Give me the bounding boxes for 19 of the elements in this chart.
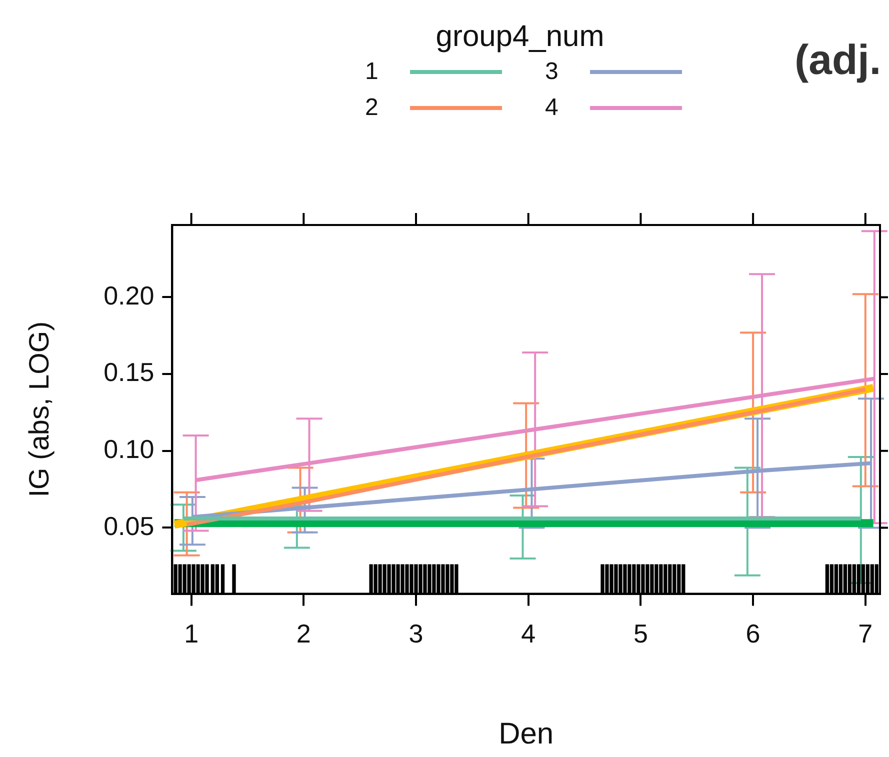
legend-label: 3 bbox=[545, 58, 560, 86]
x-axis-title: Den bbox=[498, 717, 554, 750]
x-tick-label: 2 bbox=[296, 618, 311, 649]
y-axis-title: IG (abs, LOG) bbox=[24, 321, 55, 498]
y-tick-label: 0.10 bbox=[104, 434, 154, 464]
y-tick-label: 0.20 bbox=[104, 280, 154, 310]
text: (adj. bbox=[794, 36, 881, 84]
x-tick-label: 7 bbox=[858, 618, 873, 649]
x-tick-label: 5 bbox=[633, 618, 648, 649]
legend-label: 1 bbox=[365, 58, 380, 86]
legend-label: 4 bbox=[545, 94, 560, 122]
x-tick-label: 3 bbox=[408, 618, 424, 649]
y-tick-label: 0.05 bbox=[104, 510, 154, 541]
y-tick-label: 0.15 bbox=[104, 357, 154, 388]
x-tick-label: 6 bbox=[746, 618, 760, 649]
legend-label: 2 bbox=[365, 94, 380, 122]
x-tick-label: 4 bbox=[521, 618, 536, 649]
legend-title: group4_num bbox=[434, 20, 606, 54]
x-tick-label: 1 bbox=[184, 618, 199, 649]
